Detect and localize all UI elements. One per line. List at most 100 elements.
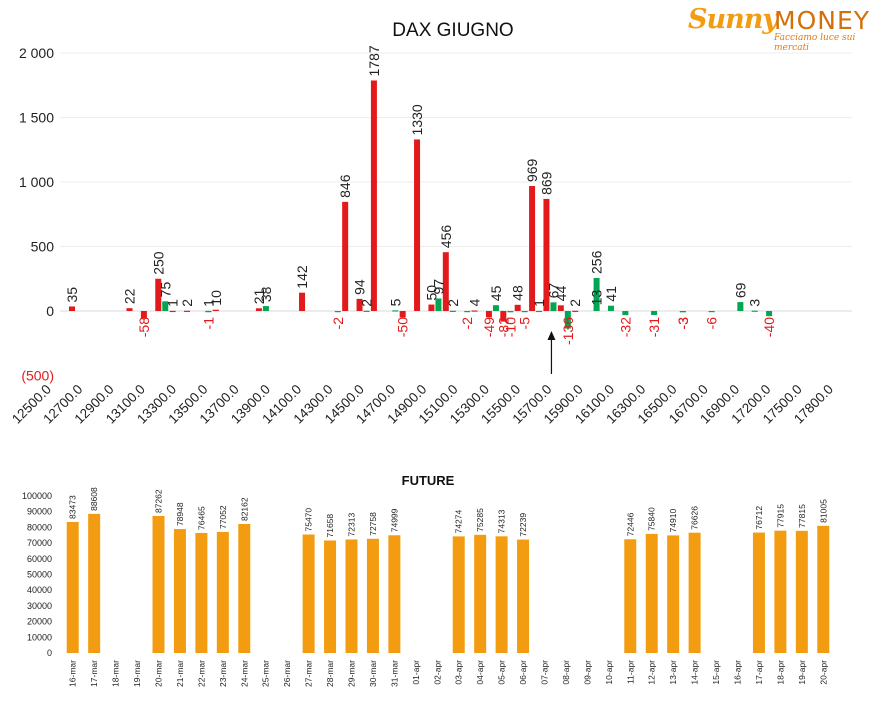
future-value-label: 81005 [818,499,828,523]
bar-value-label: 94 [352,279,368,295]
bar-value-label: 5 [387,298,403,306]
y-tick-label: (500) [21,368,54,384]
future-chart-title: FUTURE [402,473,455,488]
future-bar [452,536,465,653]
bar-value-label: 44 [553,286,569,302]
future-x-tick-label: 21-mar [175,660,185,687]
future-x-tick-label: 18-apr [775,660,785,685]
future-x-tick-label: 01-apr [411,660,421,685]
option-bar [557,305,564,311]
future-bar [817,525,830,653]
future-value-label: 76712 [754,506,764,530]
future-value-label: 88608 [89,487,99,511]
future-y-tick-label: 10000 [27,632,52,642]
bar-value-label: 48 [510,285,526,301]
bar-value-label: 869 [538,171,554,195]
bar-value-label: 21 [251,289,267,305]
bar-value-label: 50 [423,285,439,301]
option-bar [155,278,162,311]
bar-value-label: -58 [136,317,152,337]
option-bar [205,310,212,313]
option-bar [363,310,370,312]
future-x-tick-label: 05-apr [497,660,507,685]
option-bar [593,309,600,311]
bar-value-label: 1787 [366,45,382,76]
option-bar [737,302,744,311]
option-bar [514,304,521,311]
future-x-tick-label: 10-apr [604,660,614,685]
future-bar [302,534,315,653]
future-value-label: 77915 [775,504,785,528]
future-x-tick-label: 28-mar [325,660,335,687]
option-bar [140,311,147,319]
future-bar [517,539,530,653]
y-tick-label: 2 000 [19,45,54,61]
option-bar [212,309,219,311]
future-value-label: 71658 [325,514,335,538]
future-value-label: 78948 [175,502,185,526]
future-bar [66,521,79,653]
future-bar [752,532,765,653]
y-tick-label: 0 [46,303,54,319]
bar-value-label: 2 [567,299,583,307]
option-bar [622,311,629,316]
future-x-tick-label: 03-apr [454,660,464,685]
bar-value-label: 97 [430,279,446,295]
future-x-tick-label: 04-apr [475,660,485,685]
bar-value-label: 256 [589,250,605,274]
bar-value-label: -3 [675,317,691,330]
option-bar [607,305,614,311]
future-x-tick-label: 17-mar [89,660,99,687]
option-bar [126,308,133,311]
future-value-label: 72313 [347,513,357,537]
future-y-tick-label: 30000 [27,601,52,611]
future-value-label: 76626 [690,506,700,530]
future-y-tick-label: 100000 [22,491,52,501]
bar-value-label: 10 [208,290,224,306]
bar-value-label: 969 [524,158,540,182]
future-bar [88,513,101,653]
future-x-tick-label: 13-apr [668,660,678,685]
option-bar [679,311,686,313]
future-x-tick-label: 12-apr [647,660,657,685]
future-x-tick-label: 09-apr [582,660,592,685]
future-value-label: 75840 [647,507,657,531]
future-bars [66,513,830,653]
bar-value-label: 13 [589,290,605,306]
bar-value-label: 2 [179,299,195,307]
bar-value-label: -40 [761,317,777,337]
option-bar [399,311,406,318]
future-x-tick-label: 07-apr [540,660,550,685]
future-value-label: 76465 [196,506,206,530]
future-bar [173,529,186,653]
bar-value-label: 846 [337,174,353,198]
bar-value-label: -1 [200,317,216,330]
future-value-label: 72446 [625,512,635,536]
option-bar [69,306,75,311]
option-bar [428,304,435,311]
future-x-tick-label: 31-mar [389,660,399,687]
option-bar [162,301,169,311]
option-bar [370,80,377,312]
future-value-label: 72758 [368,512,378,536]
y-tick-label: 1 000 [19,174,54,190]
bar-value-label: -3 [675,317,691,330]
logo-sunny-text: Sunny [688,4,778,35]
bar-value-label: 2 [359,299,375,307]
bar-value-label: 35 [64,287,80,303]
bar-value-label: -49 [481,317,497,337]
bar-value-label: 75 [157,282,173,298]
option-bar [572,310,579,312]
option-bar [449,310,456,312]
future-value-label: 74274 [454,509,464,533]
future-x-tick-label: 25-mar [261,660,271,687]
future-bar [216,532,229,653]
logo-money-text: MONEY [774,6,871,35]
option-bar [500,311,507,322]
y-axis-ticks: 2 000 1 500 1 000 500 0 (500) [19,45,54,384]
future-x-tick-label: 23-mar [218,660,228,687]
future-y-axis-ticks: 0 10000 20000 30000 40000 50000 60000 70000 8000… [22,491,52,658]
future-value-label: 74999 [389,508,399,532]
future-x-tick-label: 14-apr [690,660,700,685]
